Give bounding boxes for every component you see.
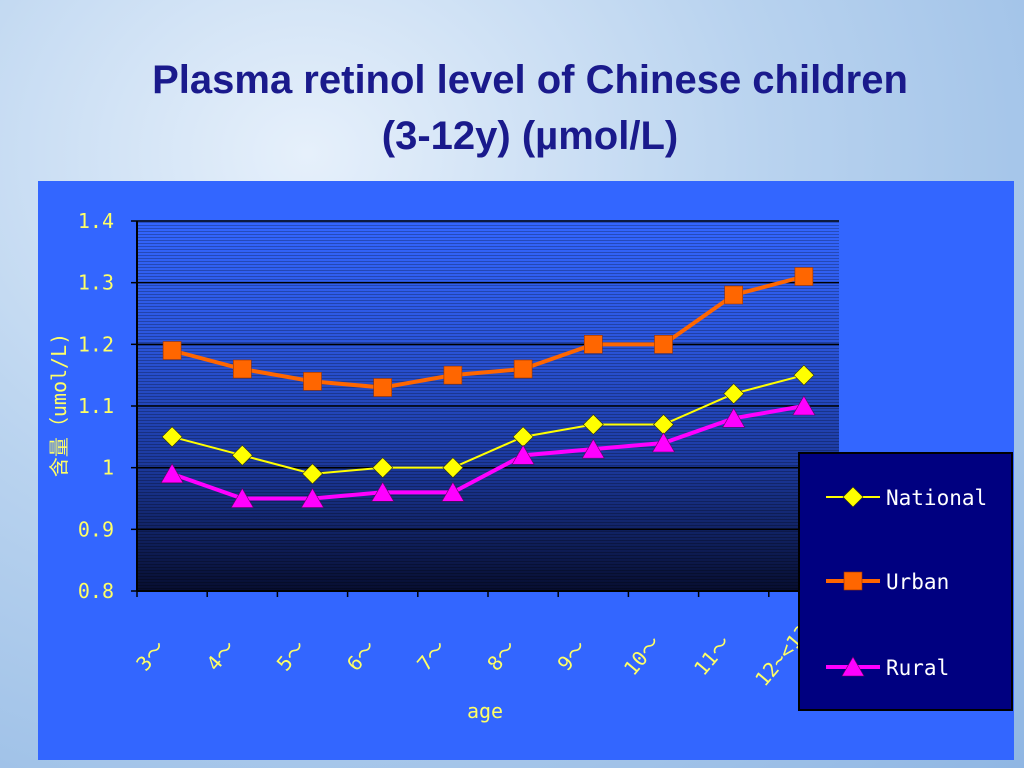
data-point (441, 481, 465, 502)
data-point (724, 285, 744, 305)
axes (136, 221, 840, 597)
data-point (162, 341, 182, 360)
data-point (513, 359, 533, 379)
data-point (792, 395, 816, 416)
data-point (794, 267, 814, 286)
series-national (161, 364, 815, 485)
data-point (511, 444, 535, 465)
data-point (372, 457, 394, 479)
series-line-urban (171, 274, 805, 390)
data-point (651, 432, 676, 453)
data-point (843, 571, 863, 591)
x-axis-label: age (467, 699, 503, 723)
data-point (841, 656, 865, 677)
series-group (160, 267, 816, 508)
x-tick-labels: 3～ 4～ 5～ 6～ 7～ 8～ 9～ 10～ 11～ 12~<13 (131, 620, 815, 691)
data-point (231, 444, 253, 466)
legend: National Urban Rural (798, 452, 1013, 711)
data-point (230, 487, 254, 508)
data-point (723, 383, 745, 405)
legend-entry-urban: Urban (826, 570, 949, 594)
x-tick-label: 6～ (342, 636, 381, 676)
x-tick-label: 7～ (412, 636, 451, 676)
data-point (793, 364, 815, 386)
y-tick-label: 1.1 (78, 394, 114, 418)
x-tick-label: 3～ (131, 636, 170, 676)
y-axis-label: 含量（umol/L) (47, 333, 71, 477)
legend-label: Rural (886, 656, 949, 680)
data-point (300, 487, 325, 508)
data-point (373, 378, 393, 397)
y-tick-label: 1.2 (78, 332, 114, 356)
series-line-national (171, 374, 805, 475)
series-rural (160, 395, 816, 508)
y-tick-label: 0.9 (78, 517, 114, 541)
title-line-2: (3-12y) (µmol/L) (381, 114, 679, 158)
title-line-1: Plasma retinol level of Chinese children (152, 58, 908, 102)
x-tick-label: 4～ (201, 636, 240, 676)
legend-label: National (886, 486, 987, 510)
data-point (302, 463, 323, 485)
data-point (842, 486, 864, 508)
data-point (583, 335, 603, 354)
y-tick-label: 1.3 (78, 271, 114, 295)
slide-title: Plasma retinol level of Chinese children… (0, 52, 1024, 164)
data-point (443, 365, 463, 385)
x-tick-label: 5～ (272, 636, 311, 676)
data-point (722, 407, 746, 428)
series-urban (162, 267, 814, 397)
y-tick-label: 1.4 (78, 209, 114, 233)
x-tick-label: 9～ (552, 636, 591, 676)
x-tick-label: 10～ (619, 631, 666, 680)
data-point (654, 335, 673, 354)
data-point (371, 481, 395, 502)
data-point (303, 372, 322, 391)
x-tick-label: 8～ (482, 636, 521, 676)
data-point (233, 359, 252, 379)
y-tick-label: 1 (102, 456, 114, 480)
data-point (161, 426, 183, 448)
y-tick-label: 0.8 (78, 579, 114, 603)
data-point (582, 414, 604, 435)
data-point (442, 457, 464, 479)
data-point (160, 463, 184, 484)
series-line-rural (171, 404, 805, 501)
x-tick-label: 11～ (689, 631, 736, 680)
legend-entry-national: National (826, 486, 987, 510)
y-tick-labels: 0.8 0.9 1 1.1 1.2 1.3 1.4 (78, 209, 114, 603)
legend-entry-rural: Rural (826, 656, 949, 680)
data-point (581, 438, 605, 459)
legend-label: Urban (886, 570, 949, 594)
